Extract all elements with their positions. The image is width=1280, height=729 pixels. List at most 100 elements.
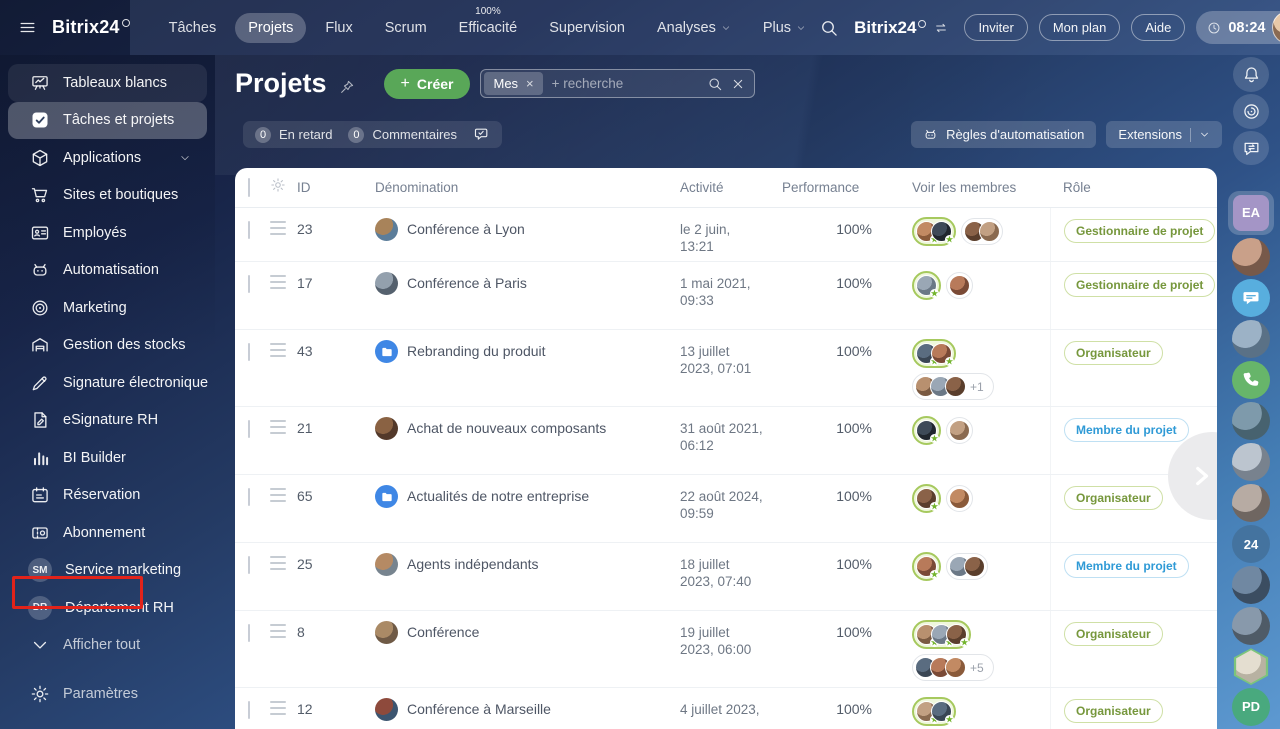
member-avatar[interactable]: ★ — [916, 556, 939, 579]
project-name[interactable]: Achat de nouveaux composants — [407, 420, 607, 436]
comments-check-icon[interactable] — [473, 126, 490, 143]
member-group-lead[interactable]: ★★ — [912, 697, 956, 726]
member-avatar[interactable]: ★ — [916, 488, 939, 511]
project-name[interactable]: Conférence — [407, 624, 480, 640]
sidebar-item-gestion-des-stocks[interactable]: Gestion des stocks — [8, 327, 207, 365]
sidebar-item-employes[interactable]: Employés — [8, 214, 207, 252]
project-members[interactable]: ★★★ +5 — [880, 611, 1050, 687]
sidebar-item-afficher-tout[interactable]: Afficher tout — [8, 627, 207, 665]
pin-icon[interactable] — [339, 79, 355, 95]
sidebar-item-automatisation[interactable]: Automatisation — [8, 252, 207, 290]
role-badge[interactable]: Organisateur — [1064, 699, 1163, 723]
chip-remove-icon[interactable]: × — [526, 76, 534, 91]
row-menu-icon[interactable] — [270, 343, 286, 357]
contact-avatar[interactable] — [1232, 238, 1270, 277]
member-group-others[interactable] — [946, 417, 973, 444]
project-row-25[interactable]: 25 Agents indépendants 18 juillet 2023, 07… — [235, 543, 1217, 611]
top-nav-projets[interactable]: Projets — [235, 12, 307, 43]
top-nav-flux[interactable]: Flux — [312, 13, 365, 43]
sidebar-item-applications[interactable]: Applications — [8, 139, 207, 177]
row-checkbox[interactable] — [248, 420, 250, 438]
filter-chip-mes[interactable]: Mes × — [484, 72, 543, 95]
member-avatar[interactable] — [945, 376, 966, 397]
row-checkbox[interactable] — [248, 343, 250, 361]
row-menu-icon[interactable] — [270, 556, 286, 570]
invite-button[interactable]: Inviter — [964, 14, 1028, 41]
project-row-21[interactable]: 21 Achat de nouveaux composants 31 août 20… — [235, 407, 1217, 475]
sidebar-item-tableaux-blancs[interactable]: Tableaux blancs — [8, 64, 207, 102]
member-avatar[interactable]: ★ — [916, 420, 939, 443]
grid-settings-icon[interactable] — [270, 177, 286, 193]
project-name[interactable]: Conférence à Paris — [407, 275, 527, 291]
sidebar-item-abonnement[interactable]: Abonnement — [8, 514, 207, 552]
project-row-17[interactable]: 17 Conférence à Paris 1 mai 2021, 09:33 100… — [235, 262, 1217, 330]
select-all-checkbox[interactable] — [248, 177, 250, 197]
member-avatar[interactable] — [945, 657, 966, 678]
row-menu-icon[interactable] — [270, 488, 286, 502]
hex-avatar[interactable] — [1233, 648, 1269, 685]
hamburger-menu-icon[interactable] — [18, 18, 37, 37]
top-nav-supervision[interactable]: Supervision — [536, 13, 638, 43]
sidebar-item-signature-electronique[interactable]: Signature électronique — [8, 364, 208, 402]
member-avatar[interactable]: ★ — [931, 343, 954, 366]
role-badge[interactable]: Membre du projet — [1064, 554, 1189, 578]
row-checkbox[interactable] — [248, 624, 250, 642]
project-name[interactable]: Rebranding du produit — [407, 343, 546, 359]
filter-search-input[interactable]: Mes × + recherche — [480, 69, 756, 98]
notifications-button[interactable] — [1233, 57, 1269, 92]
active-user-tile[interactable]: EA — [1228, 190, 1274, 236]
bitrix24-badge[interactable]: 24 — [1232, 525, 1270, 564]
member-group-lead[interactable]: ★★ — [912, 339, 956, 368]
column-header-performance[interactable]: Performance — [782, 180, 860, 195]
switch-portal-icon[interactable] — [933, 20, 949, 36]
role-badge[interactable]: Organisateur — [1064, 622, 1163, 646]
filter-clear-icon[interactable] — [730, 76, 746, 92]
top-nav-plus[interactable]: Plus — [750, 13, 819, 43]
project-members[interactable]: ★ — [880, 475, 1050, 542]
top-nav-analyses[interactable]: Analyses — [644, 13, 744, 43]
user-avatar[interactable] — [1272, 11, 1280, 44]
role-badge[interactable]: Gestionnaire de projet — [1064, 219, 1216, 243]
member-group-others[interactable]: +5 — [912, 654, 994, 681]
top-nav-taches[interactable]: Tâches — [156, 13, 230, 43]
project-name[interactable]: Actualités de notre entreprise — [407, 488, 590, 504]
row-menu-icon[interactable] — [270, 624, 286, 638]
project-row-12[interactable]: 12 Conférence à Marseille 4 juillet 2023, 1… — [235, 688, 1217, 729]
contact-avatar[interactable] — [1232, 566, 1270, 605]
search-icon[interactable] — [819, 18, 839, 38]
sidebar-item-reservation[interactable]: Réservation — [8, 477, 207, 515]
row-checkbox[interactable] — [248, 275, 250, 293]
column-header-id[interactable]: ID — [297, 180, 311, 195]
member-group-lead[interactable]: ★ — [912, 484, 941, 513]
column-header-denomination[interactable]: Dénomination — [375, 180, 459, 195]
sidebar-item-parametres[interactable]: Paramètres — [8, 675, 207, 713]
member-group-others[interactable] — [946, 485, 973, 512]
contact-avatar[interactable] — [1232, 320, 1270, 359]
member-avatar[interactable] — [949, 275, 970, 296]
member-group-lead[interactable]: ★ — [912, 271, 941, 300]
member-group-lead[interactable]: ★★ — [912, 217, 956, 246]
role-badge[interactable]: Organisateur — [1064, 486, 1163, 510]
column-header-membres[interactable]: Voir les membres — [912, 180, 1017, 195]
row-checkbox[interactable] — [248, 556, 250, 574]
member-group-lead[interactable]: ★ — [912, 416, 941, 445]
sidebar-item-marketing[interactable]: Marketing — [8, 289, 207, 327]
row-menu-icon[interactable] — [270, 275, 286, 289]
sidebar-item-esignature-rh[interactable]: eSignature RH — [8, 402, 207, 440]
app-logo[interactable]: Bitrix24 — [52, 17, 130, 38]
column-header-activite[interactable]: Activité — [680, 180, 724, 195]
contact-avatar[interactable] — [1232, 607, 1270, 646]
copilot-button[interactable] — [1233, 93, 1269, 129]
create-button[interactable]: + Créer — [383, 68, 471, 99]
member-group-others[interactable]: +1 — [912, 373, 994, 400]
contact-avatar[interactable] — [1232, 443, 1270, 482]
member-avatar[interactable] — [979, 221, 1000, 242]
row-menu-icon[interactable] — [270, 420, 286, 434]
chat-button[interactable] — [1232, 279, 1270, 318]
user-badge[interactable]: PD — [1232, 687, 1270, 726]
sidebar-item-bi-builder[interactable]: BI Builder — [8, 439, 207, 477]
member-avatar[interactable] — [964, 556, 985, 577]
counter-commentaires[interactable]: 0 Commentaires — [348, 126, 457, 143]
project-members[interactable]: ★ — [880, 407, 1050, 474]
counter-en-retard[interactable]: 0 En retard — [255, 126, 332, 143]
